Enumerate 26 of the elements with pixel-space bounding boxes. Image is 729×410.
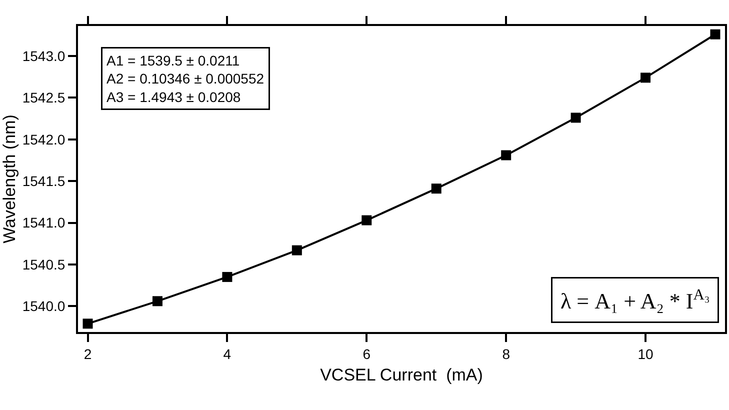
y-tick-label: 1541.5	[22, 172, 66, 189]
point	[710, 29, 720, 40]
point	[292, 245, 302, 256]
point	[501, 150, 512, 160]
y-tick-label: 1542.5	[22, 90, 66, 106]
point	[640, 72, 651, 83]
point	[570, 112, 581, 123]
point	[82, 318, 93, 329]
point	[431, 184, 442, 194]
x-tick-label: 2	[84, 346, 92, 362]
y-tick-label: 1543.0	[22, 48, 66, 64]
point	[222, 272, 232, 282]
annotation: λ = A₁ + A₂ * I$^{A₃}$	[560, 286, 710, 314]
x-tick-label: 4	[223, 346, 232, 362]
x-tick-label: 10	[638, 346, 654, 362]
point	[362, 215, 372, 226]
y-tick-label: 1541.0	[22, 214, 66, 231]
y-tick-label: 1540.5	[22, 256, 66, 272]
x-axis-title: VCSEL Current (mA)	[320, 366, 483, 385]
y-tick-label: 1542.0	[22, 131, 66, 148]
point	[152, 296, 162, 306]
x-tick-label: 8	[502, 346, 510, 362]
annotation: A1 = 1539.5 ± 0.0211 A2 = 0.10346 ± 0.000552 A3 = 1.4943 ± 0.0208	[106, 52, 264, 105]
y-tick-label: 1540.0	[22, 298, 66, 314]
x-tick-label: 6	[362, 346, 371, 362]
y-axis-title: Wavelength (nm)	[0, 114, 19, 244]
